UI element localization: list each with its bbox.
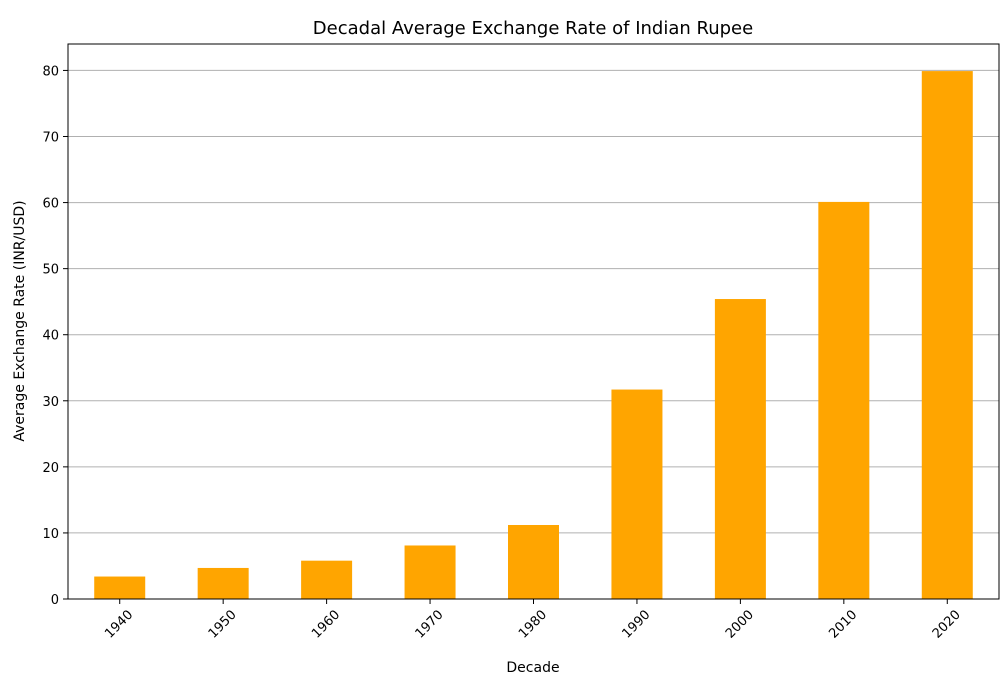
- bar-1970: [404, 545, 456, 599]
- x-axis-label: Decade: [506, 660, 559, 676]
- y-tick-label: 50: [42, 263, 59, 278]
- chart-title: Decadal Average Exchange Rate of Indian …: [313, 18, 753, 39]
- y-tick-label: 10: [42, 527, 59, 542]
- bar-2000: [714, 299, 766, 599]
- y-tick-label: 70: [42, 131, 59, 146]
- y-tick-label: 30: [42, 395, 59, 410]
- y-tick-label: 0: [51, 593, 59, 608]
- y-tick-label: 40: [42, 329, 59, 344]
- bar-1990: [611, 389, 663, 599]
- bar-1960: [301, 560, 353, 599]
- y-axis-ticks: 0 10 20 30 40 50 60 70 80: [42, 64, 68, 608]
- bar-2010: [818, 201, 870, 600]
- y-tick-label: 80: [42, 64, 59, 79]
- bar-1940: [94, 576, 146, 599]
- bar-2020: [921, 71, 973, 599]
- bars: [94, 71, 973, 600]
- bar-1980: [508, 525, 559, 599]
- bar-1950: [197, 567, 249, 599]
- y-axis-label: Average Exchange Rate (INR/USD): [12, 200, 28, 441]
- y-tick-label: 60: [42, 197, 59, 212]
- y-tick-label: 20: [42, 461, 59, 476]
